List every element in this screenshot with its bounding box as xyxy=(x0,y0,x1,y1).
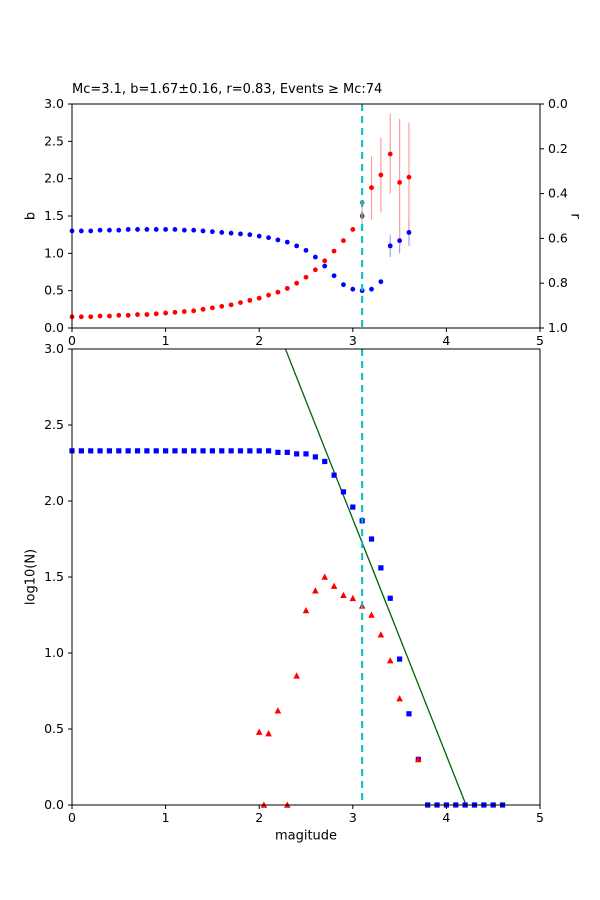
svg-text:0.2: 0.2 xyxy=(548,141,568,156)
svg-text:1.0: 1.0 xyxy=(44,245,64,260)
svg-text:1.5: 1.5 xyxy=(44,208,64,223)
y-ticks-left: 0.0 0.5 1.0 1.5 2.0 2.5 3.0 xyxy=(44,341,72,812)
x-ticks: 0 1 2 3 4 5 xyxy=(68,805,544,825)
svg-text:2.5: 2.5 xyxy=(44,133,64,148)
svg-text:0.5: 0.5 xyxy=(44,283,64,298)
y-ticks-right: 0.0 0.2 0.4 0.6 0.8 1.0 xyxy=(540,96,568,335)
r-value-series-errorbars xyxy=(361,113,410,246)
svg-text:0: 0 xyxy=(68,333,76,348)
svg-text:0.0: 0.0 xyxy=(44,797,64,812)
svg-text:2: 2 xyxy=(255,333,263,348)
svg-text:0.6: 0.6 xyxy=(548,230,568,245)
incremental-series xyxy=(255,573,422,808)
fmd-panel: 0 1 2 3 4 5 0.0 0.5 1.0 1.5 2.0 2.5 3.0 xyxy=(44,341,544,825)
svg-text:1.0: 1.0 xyxy=(548,320,568,335)
svg-text:4: 4 xyxy=(442,810,450,825)
x-ticks: 0 1 2 3 4 5 xyxy=(68,328,544,348)
gr-fit-line xyxy=(284,348,467,806)
top-y-axis-label: b xyxy=(23,211,39,221)
svg-text:3.0: 3.0 xyxy=(44,96,64,111)
svg-text:3.0: 3.0 xyxy=(44,341,64,356)
svg-text:5: 5 xyxy=(536,333,544,348)
b-value-panel: 0 1 2 3 4 50.00.51.01.52.02.53.0 0.00.20.40.60… xyxy=(44,96,568,348)
x-axis-label: magitude xyxy=(274,828,338,844)
svg-text:4: 4 xyxy=(442,333,450,348)
svg-text:2.5: 2.5 xyxy=(44,417,64,432)
svg-text:1.0: 1.0 xyxy=(44,645,64,660)
top-right-y-axis-label: r xyxy=(567,213,583,219)
axes-frame xyxy=(71,103,541,329)
chart-title: Mc=3.1, b=1.67±0.16, r=0.83, Events ≥ Mc… xyxy=(72,82,383,97)
svg-text:0: 0 xyxy=(68,810,76,825)
svg-text:1: 1 xyxy=(162,333,170,348)
svg-text:1: 1 xyxy=(162,810,170,825)
axes-frame xyxy=(71,348,541,806)
svg-text:0.5: 0.5 xyxy=(44,721,64,736)
svg-text:1.5: 1.5 xyxy=(44,569,64,584)
svg-text:0.0: 0.0 xyxy=(548,96,568,111)
svg-text:0.4: 0.4 xyxy=(548,186,568,201)
svg-text:3: 3 xyxy=(349,333,357,348)
bottom-y-axis-label: log10(N) xyxy=(23,548,39,606)
svg-text:0.0: 0.0 xyxy=(44,320,64,335)
svg-text:2: 2 xyxy=(255,810,263,825)
y-ticks-left: 0.0 0.5 1.0 1.5 2.0 2.5 3.0 xyxy=(44,96,72,335)
svg-text:3: 3 xyxy=(349,810,357,825)
svg-text:2.0: 2.0 xyxy=(44,493,64,508)
b-value-series xyxy=(69,227,412,294)
svg-text:5: 5 xyxy=(536,810,544,825)
svg-text:2.0: 2.0 xyxy=(44,171,64,186)
cumulative-series xyxy=(69,448,506,808)
svg-text:0.8: 0.8 xyxy=(548,275,568,290)
